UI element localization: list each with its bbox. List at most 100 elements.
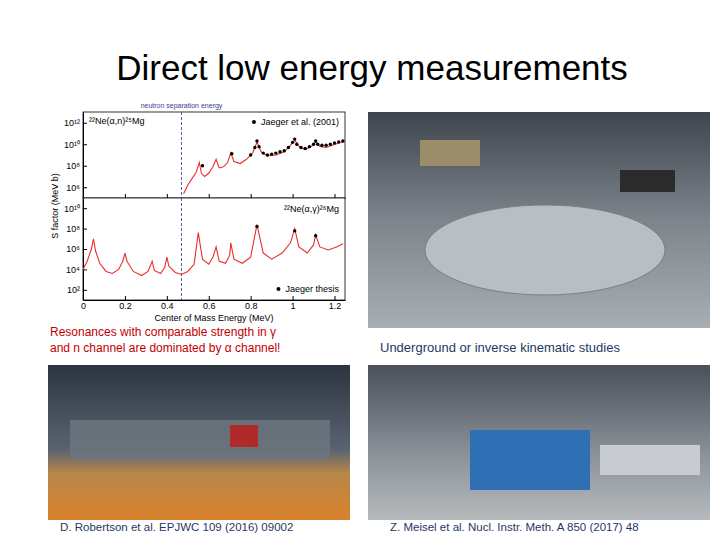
x-tick (293, 296, 294, 300)
data-point (283, 149, 286, 152)
y-tick (83, 249, 87, 250)
data-point (314, 234, 317, 237)
photo-base (48, 365, 350, 520)
photo-detail (425, 205, 665, 295)
y-tick-group: 10⁶ (66, 244, 87, 254)
y-tick (83, 187, 87, 188)
data-point (270, 152, 273, 155)
x-tick-label: 0 (81, 301, 86, 311)
y-tick-label: 10² (67, 285, 80, 295)
data-point (249, 153, 252, 156)
data-point (230, 152, 233, 155)
data-point (333, 141, 336, 144)
x-tick (335, 296, 336, 300)
y-tick-label: 10⁸ (66, 224, 80, 234)
x-tick (293, 194, 294, 198)
photo (368, 112, 710, 328)
x-tick-group: 0.8 (245, 296, 258, 311)
caption: and n channel are dominated by α channel… (50, 341, 280, 355)
data-point (316, 143, 319, 146)
y-axis: 10²10⁴10⁶10⁸10¹⁰ (64, 199, 87, 301)
data-point (295, 143, 298, 146)
photo (368, 365, 710, 520)
separation-line (181, 112, 182, 198)
y-axis: 10⁶10⁸10¹⁰10¹² (64, 113, 87, 199)
data-point (274, 151, 277, 154)
photo-detail (470, 430, 590, 490)
x-tick (209, 296, 210, 300)
x-tick-group (335, 194, 336, 198)
y-tick (83, 269, 87, 270)
y-tick (83, 166, 87, 167)
photo-base (368, 365, 710, 520)
x-tick (209, 194, 210, 198)
x-tick-group: 0.2 (119, 296, 132, 311)
data-point (324, 144, 327, 147)
slide: Direct low energy measurements 10⁶ 10⁸ 10¹⁰… (0, 0, 720, 540)
legend-label: Jaeger thesis (285, 284, 339, 294)
x-tick-group (293, 194, 294, 198)
data-point (312, 143, 315, 146)
caption: Z. Meisel et al. Nucl. Instr. Meth. A 85… (390, 521, 639, 533)
x-tick (167, 194, 168, 198)
data-point (337, 140, 340, 143)
plot-marks (182, 112, 345, 198)
photo-detail (70, 420, 330, 460)
y-tick-label: 10⁶ (66, 183, 80, 193)
x-tick-label: 1.2 (329, 301, 342, 311)
separation-label: neutron separation energy (141, 102, 223, 110)
plot-frame (83, 112, 345, 198)
legend-entry: Jaeger et al. (2001) (252, 117, 339, 127)
y-tick-group: 10¹⁰ (64, 204, 87, 214)
plot-marks (83, 198, 343, 300)
resonance-curve (184, 140, 343, 194)
chart-panel: 00.20.40.60.811.210²10⁴10⁶10⁸10¹⁰²²Ne(α,… (64, 198, 346, 311)
y-tick (83, 208, 87, 209)
data-point (320, 144, 323, 147)
legend-marker (276, 287, 280, 291)
reaction-label: ²²Ne(α,n)²⁵Mg (89, 116, 144, 126)
x-tick-group: 1 (291, 296, 296, 311)
x-tick-group (209, 194, 210, 198)
caption: Resonances with comparable strength in γ (50, 325, 276, 339)
y-tick-group: 10⁸ (66, 161, 87, 171)
y-tick (83, 229, 87, 230)
legend-entry: Jaeger thesis (276, 284, 339, 294)
plot-frame (83, 198, 345, 300)
x-axis: 00.20.40.60.811.2 (81, 296, 346, 311)
data-point (262, 151, 265, 154)
y-tick-group: 10⁶ (66, 183, 87, 193)
slide-title: Direct low energy measurements (116, 48, 628, 87)
photo (48, 365, 350, 520)
data-point (278, 150, 281, 153)
data-point (293, 137, 296, 140)
x-tick (335, 194, 336, 198)
data-point (299, 146, 302, 149)
photo-detail (420, 140, 480, 166)
data-point (341, 139, 344, 142)
caption: D. Robertson et al. EPJWC 109 (2016) 090… (60, 521, 293, 533)
y-axis-title: S factor (MeV b) (50, 173, 60, 239)
data-point (329, 143, 332, 146)
y-tick (83, 144, 87, 145)
y-tick-label: 10⁸ (66, 161, 80, 171)
y-tick (83, 123, 87, 124)
data-point (255, 139, 258, 142)
data-point (314, 139, 317, 142)
data-point (293, 229, 296, 232)
photo-detail (620, 170, 675, 192)
x-tick-label: 1 (291, 301, 296, 311)
x-tick-group: 0.6 (203, 296, 216, 311)
data-point (201, 164, 204, 167)
separation-line (181, 198, 182, 300)
y-tick-label: 10⁶ (66, 244, 80, 254)
x-axis-title: Center of Mass Energy (MeV) (154, 313, 273, 323)
x-tick-label: 0.6 (203, 301, 216, 311)
data-point (266, 153, 269, 156)
x-tick (125, 194, 126, 198)
legend-label: Jaeger et al. (2001) (261, 117, 339, 127)
x-tick-group (167, 194, 168, 198)
data-point (303, 147, 306, 150)
legend-marker (252, 120, 256, 124)
x-tick (251, 296, 252, 300)
